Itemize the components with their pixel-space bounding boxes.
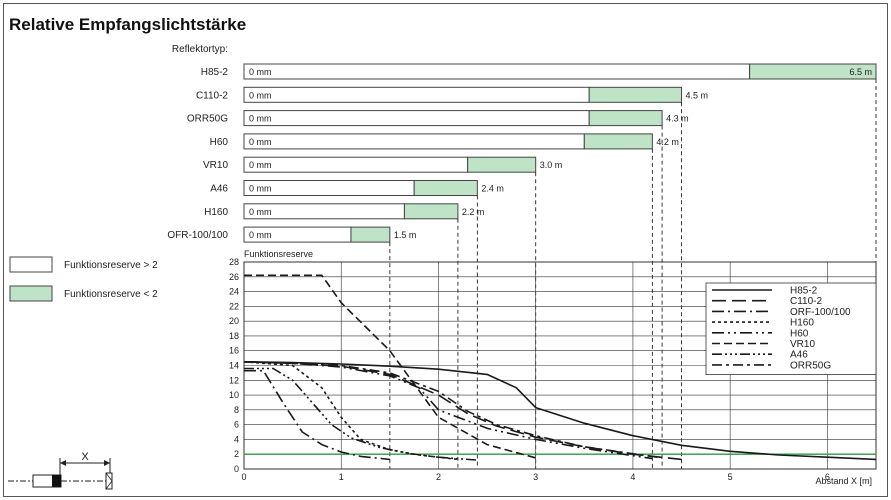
y-tick-label: 18 [229,331,239,341]
bar-start-label: 0 mm [249,114,272,124]
legend-series-name: VR10 [790,339,815,350]
bar-reserve-high [243,86,590,103]
bar-start-label: 0 mm [249,67,272,77]
reflector-hatch-icon [105,480,113,490]
bar-end-label: 4.5 m [686,90,709,100]
y-tick-label: 2 [234,449,239,459]
bar-end-label: 4.3 m [666,114,689,124]
curve-legend: H85-2C110-2ORF-100/100H160H60VR10A46ORR5… [705,282,877,375]
y-tick-label: 28 [229,257,239,267]
reflector-name: H60 [210,137,229,148]
y-tick-label: 8 [234,405,239,415]
y-tick-label: 14 [229,361,239,371]
bar-reserve-low [588,86,683,103]
bar-start-label: 0 mm [249,207,272,217]
bar-start-label: 0 mm [249,184,272,194]
x-axis-label: Abstand X [m] [815,476,872,486]
legend-series-name: H160 [790,318,814,329]
bar-reserve-low [749,63,877,80]
bar-end-label: 6.5 m [849,67,872,77]
range-bars: H85-2 0 mm 6.5 m C110-2 0 mm 4.5 m ORR50G 0 mm 4… [167,63,877,469]
x-tick-label: 3 [533,472,538,482]
y-tick-label: 26 [229,272,239,282]
y-tick-label: 0 [234,464,239,474]
y-tick-label: 4 [234,434,239,444]
sensor-distance-diagram: X [8,451,113,490]
x-tick-label: 1 [339,472,344,482]
bar-reserve-low [467,156,537,173]
arrow-right-icon [104,460,110,466]
y-tick-label: 12 [229,375,239,385]
reflector-type-label: Reflektortyp: [172,44,228,55]
bar-reserve-low [583,133,653,150]
distance-x-label: X [81,451,89,463]
legend-label: Funktionsreserve > 2 [64,260,158,271]
bar-end-label: 1.5 m [394,230,417,240]
bar-start-label: 0 mm [249,137,272,147]
outer-border [3,3,888,497]
legend-series-name: H85-2 [790,286,818,297]
y-tick-label: 16 [229,346,239,356]
series-line [243,361,663,459]
curve-legend-box [705,282,877,375]
reflector-name: OFR-100/100 [167,230,228,241]
legend-label: Funktionsreserve < 2 [64,289,158,300]
series-line [244,369,390,461]
x-tick-label: 0 [241,472,246,482]
x-tick-label: 2 [436,472,441,482]
series-line [243,361,877,461]
chart-title: Relative Empfangslichtstärke [9,15,246,34]
reflector-name: VR10 [203,160,228,171]
reserve-legend: Funktionsreserve > 2 Funktionsreserve < 2 [9,256,158,302]
legend-series-name: A46 [790,350,808,361]
series-line [244,367,478,461]
reflector-name: C110-2 [196,90,228,101]
bar-reserve-high [243,63,751,80]
y-tick-label: 10 [229,390,239,400]
reflector-name: H160 [204,207,228,218]
legend-swatch [9,285,53,302]
sensor-lens-icon [52,475,61,487]
y-tick-label: 24 [229,287,239,297]
reflector-hatch-icon [105,472,113,482]
bar-reserve-low [403,203,459,220]
x-tick-label: 6 [825,472,830,482]
series-line [244,274,536,459]
y-axis-label: Funktionsreserve [244,249,313,259]
legend-series-name: ORR50G [790,360,831,371]
bar-reserve-low [413,180,478,196]
legend-series-name: C110-2 [790,296,822,307]
bar-reserve-high [243,110,590,127]
legend-swatch [9,256,53,273]
bar-end-label: 2.4 m [481,184,504,194]
reflector-name: H85-2 [201,67,229,78]
bar-reserve-high [243,133,585,150]
bar-end-label: 2.2 m [462,207,485,217]
bar-start-label: 0 mm [249,230,272,240]
y-tick-label: 6 [234,420,239,430]
bar-end-label: 4.2 m [656,137,679,147]
x-tick-label: 4 [630,472,635,482]
bar-reserve-low [350,226,391,243]
y-tick-label: 20 [229,316,239,326]
reflector-icon [105,472,113,490]
x-tick-label: 5 [728,472,733,482]
y-tick-label: 22 [229,301,239,311]
bar-reserve-high [243,156,469,173]
plot-lines [243,274,877,461]
bar-reserve-low [588,110,663,127]
bar-start-label: 0 mm [249,90,272,100]
legend-series-name: H60 [790,328,809,339]
reflector-name: A46 [210,184,228,195]
bar-start-label: 0 mm [249,160,272,170]
legend-series-name: ORF-100/100 [790,307,851,318]
arrow-left-icon [60,460,66,466]
bar-end-label: 3.0 m [540,160,563,170]
reflector-name: ORR50G [187,114,228,125]
